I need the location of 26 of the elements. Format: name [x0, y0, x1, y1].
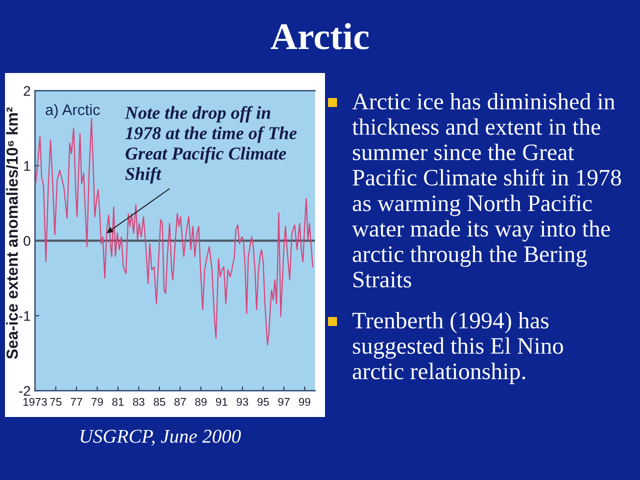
x-tick-label: 99	[298, 398, 310, 406]
annotation: Note the drop off in 1978 at the time of The Great Pacific Climate Shift	[124, 106, 297, 184]
x-tick-label: 77	[70, 398, 82, 406]
text: USGRCP, June 2000	[80, 430, 241, 446]
x-tick-label: 85	[154, 398, 166, 406]
x-tick-label: 95	[257, 398, 269, 406]
y-tick-label: -2	[19, 386, 30, 396]
x-tick-label: 83	[133, 398, 144, 406]
x-tick-label: 87	[174, 398, 186, 406]
annotation: a) Arctic	[46, 104, 100, 118]
y-tick-label: -1	[19, 311, 30, 321]
text: Arctic ice has diminished in thickness and extent in the summer since the Great Pacific Climate shift in 1978 as warming North Pacific water made its way into the arctic through the Bering Straits	[352, 93, 621, 288]
x-tick-label: 89	[195, 398, 207, 406]
y-axis-title: Sea-ice extent anomalies/10⁶ km²	[6, 107, 18, 359]
text: Trenberth (1994) has suggested this El Nino arctic relationship.	[352, 312, 563, 384]
y-tick-label: 2	[24, 86, 30, 96]
y-tick-label: 0	[24, 236, 30, 246]
x-tick-label: 97	[278, 398, 290, 406]
x-tick-label: 81	[112, 398, 124, 406]
chart-title: Arctic	[270, 22, 369, 50]
x-tick-label: 79	[92, 398, 103, 406]
x-tick-label: 91	[216, 398, 228, 406]
x-tick-label: 75	[50, 398, 62, 406]
y-tick-label: 1	[24, 161, 30, 171]
x-tick-label: 93	[236, 398, 248, 406]
x-tick-label: 1973	[23, 398, 47, 406]
